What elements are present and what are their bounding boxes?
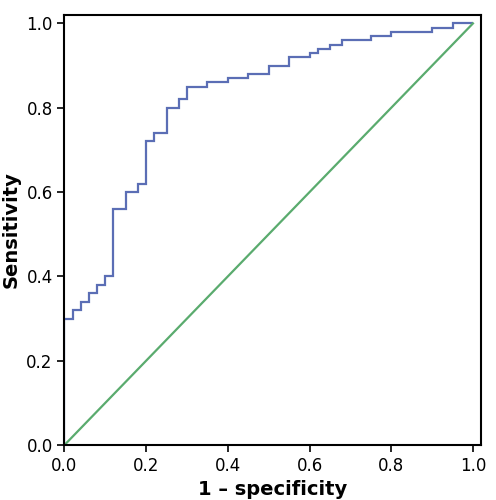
X-axis label: 1 – specificity: 1 – specificity: [198, 480, 347, 500]
Y-axis label: Sensitivity: Sensitivity: [2, 172, 21, 288]
